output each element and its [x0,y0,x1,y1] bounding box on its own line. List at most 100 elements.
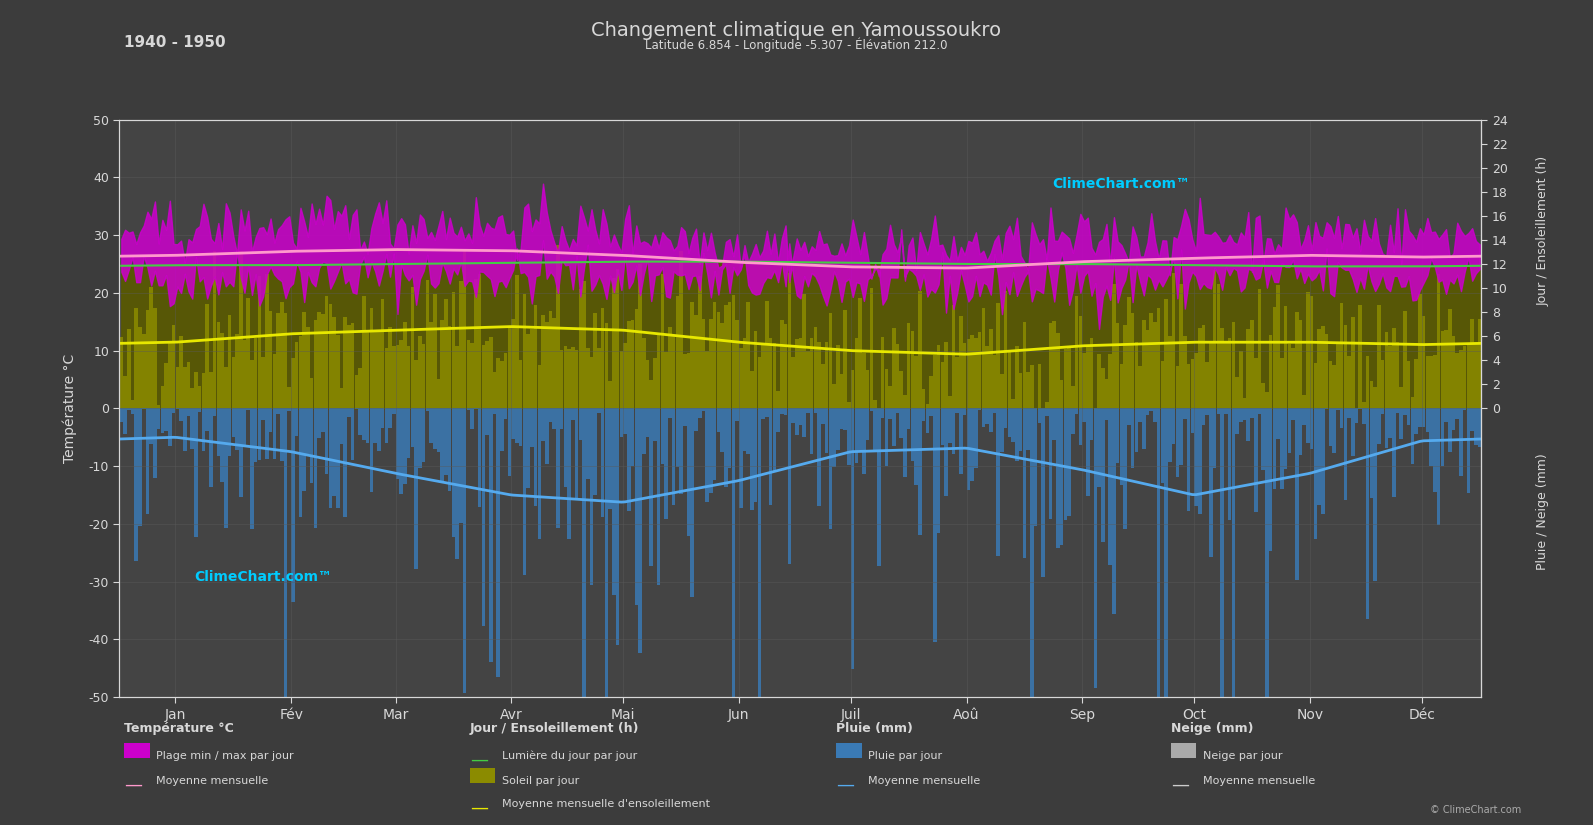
Bar [843,310,847,408]
Bar [725,408,728,488]
Bar [489,337,492,408]
Bar [1332,408,1337,453]
Bar [1317,329,1321,408]
Bar [156,404,161,408]
Bar [814,408,817,412]
Bar [664,408,667,519]
Bar [1048,323,1053,408]
Bar [997,304,1000,408]
Bar [1337,344,1340,408]
Bar [1258,290,1262,408]
Bar [1314,363,1317,408]
Bar [706,408,709,502]
Bar [378,330,381,408]
Bar [1206,408,1209,415]
Bar [1120,364,1123,408]
Text: Plage min / max par jour: Plage min / max par jour [156,751,293,761]
Bar [1411,408,1415,464]
Bar [948,396,951,408]
Bar [172,408,175,413]
Bar [667,408,672,418]
Bar [631,408,634,465]
Bar [940,408,945,446]
Bar [287,408,292,411]
Bar [508,328,511,408]
Bar [1179,408,1184,465]
Bar [139,408,142,526]
Bar [597,408,601,413]
Bar [717,408,720,432]
Bar [922,389,926,408]
Bar [967,408,970,491]
Bar [358,408,362,435]
Bar [836,345,840,408]
Bar [239,408,242,497]
Bar [470,408,473,429]
Bar [1075,408,1078,414]
Bar [601,309,604,408]
Bar [903,408,906,477]
Bar [1153,408,1157,422]
Bar [1370,381,1373,408]
Bar [1370,408,1373,497]
Bar [1101,368,1104,408]
Bar [701,318,706,408]
Bar [906,408,911,429]
Bar [1026,408,1031,450]
Bar [414,408,417,569]
Bar [1434,356,1437,408]
Bar [1000,408,1004,452]
Bar [261,357,264,408]
Bar [926,404,929,408]
Bar [1053,408,1056,440]
Bar [366,408,370,443]
Bar [761,343,765,408]
Bar [1448,408,1451,451]
Bar [314,320,317,408]
Bar [1418,294,1421,408]
Bar [881,408,884,418]
Bar [1150,408,1153,411]
Bar [667,328,672,408]
Text: Jour / Ensoleillement (h): Jour / Ensoleillement (h) [470,722,639,735]
Bar [1270,408,1273,551]
Bar [1109,408,1112,565]
Bar [973,338,978,408]
Bar [825,342,828,408]
Bar [736,320,739,408]
Bar [500,361,503,408]
Bar [1392,408,1395,497]
Bar [959,317,962,408]
Bar [306,328,309,408]
Bar [1228,408,1231,520]
Bar [236,408,239,450]
Bar [1251,320,1254,408]
Bar [687,353,690,408]
Bar [656,408,661,585]
Bar [1131,313,1134,408]
Bar [840,374,843,408]
Bar [258,408,261,460]
Bar [169,342,172,408]
Bar [929,408,933,417]
Bar [209,408,213,488]
Bar [781,408,784,414]
Bar [914,408,918,485]
Bar [714,302,717,408]
Bar [1104,408,1109,420]
Bar [828,313,832,408]
Bar [1309,408,1314,449]
Bar [1276,285,1279,408]
Bar [1115,323,1120,408]
Bar [1239,351,1243,408]
Bar [981,309,984,408]
Bar [728,302,731,408]
Bar [679,408,683,494]
Bar [213,408,217,416]
Bar [161,385,164,408]
Bar [814,328,817,408]
Bar [1306,292,1309,408]
Bar [292,358,295,408]
Bar [370,308,373,408]
Bar [1086,408,1090,496]
